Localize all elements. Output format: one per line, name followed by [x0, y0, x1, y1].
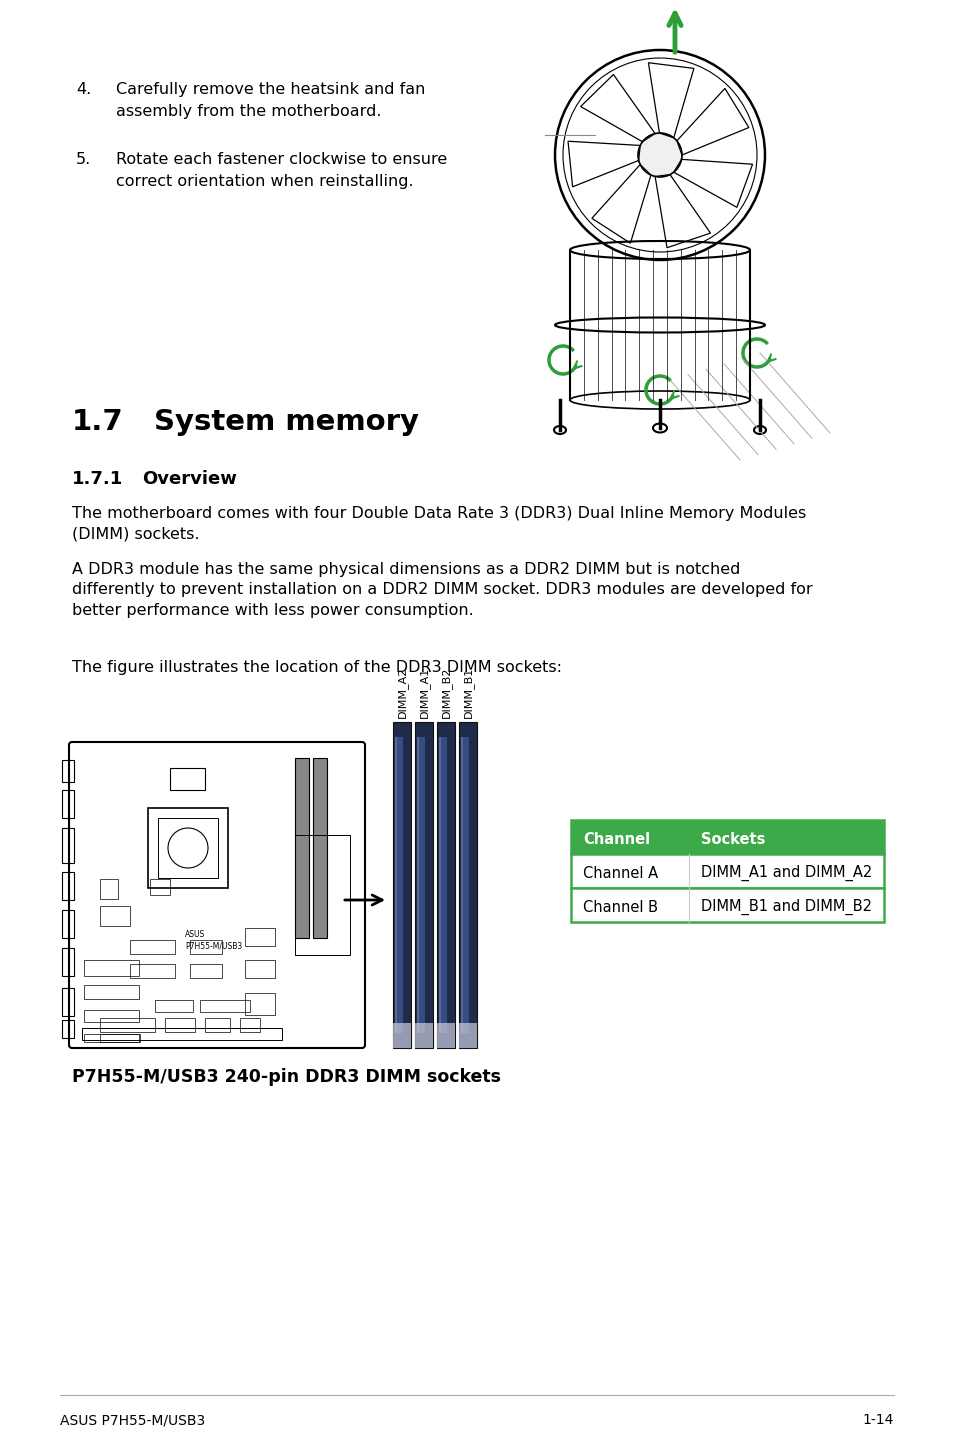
Bar — [240, 1018, 260, 1032]
Bar — [62, 910, 74, 938]
Bar — [84, 985, 139, 999]
Text: 5.: 5. — [76, 152, 91, 167]
Bar — [205, 1018, 230, 1032]
Text: ASUS P7H55-M/USB3: ASUS P7H55-M/USB3 — [60, 1414, 205, 1426]
Bar — [415, 1022, 433, 1048]
Text: 4.: 4. — [76, 82, 91, 96]
Bar — [294, 835, 350, 955]
Bar — [100, 1034, 140, 1043]
Bar — [393, 1022, 411, 1048]
Bar — [462, 738, 469, 1032]
Bar — [84, 1009, 139, 1022]
Bar — [82, 1028, 282, 1040]
Text: DIMM_B1: DIMM_B1 — [462, 667, 473, 718]
Bar — [245, 994, 274, 1015]
Bar — [200, 999, 250, 1012]
Text: DIMM_A2: DIMM_A2 — [396, 667, 407, 718]
Bar — [130, 963, 174, 978]
Bar — [148, 808, 228, 889]
Text: Carefully remove the heatsink and fan
assembly from the motherboard.: Carefully remove the heatsink and fan as… — [116, 82, 425, 118]
Bar — [190, 963, 222, 978]
Bar — [100, 1018, 154, 1032]
Text: Overview: Overview — [142, 470, 236, 487]
Bar — [100, 879, 118, 899]
Bar — [158, 818, 218, 879]
Text: A DDR3 module has the same physical dimensions as a DDR2 DIMM but is notched
dif: A DDR3 module has the same physical dime… — [71, 562, 812, 618]
Bar — [62, 789, 74, 818]
Text: Channel: Channel — [582, 831, 649, 847]
Text: ASUS
P7H55-M/USB3: ASUS P7H55-M/USB3 — [185, 930, 242, 951]
Bar — [245, 928, 274, 946]
Bar — [130, 940, 174, 953]
Bar — [571, 820, 883, 854]
Bar — [460, 738, 462, 1032]
Text: DIMM_A1 and DIMM_A2: DIMM_A1 and DIMM_A2 — [700, 864, 871, 881]
Text: Channel B: Channel B — [582, 900, 658, 915]
Text: Channel A: Channel A — [582, 866, 658, 880]
Bar — [245, 961, 274, 978]
Bar — [170, 768, 205, 789]
Bar — [154, 999, 193, 1012]
Bar — [294, 758, 309, 938]
Text: DIMM_A1: DIMM_A1 — [418, 667, 429, 718]
Bar — [458, 722, 476, 1048]
Bar — [62, 948, 74, 976]
Bar — [190, 940, 222, 953]
Ellipse shape — [554, 426, 565, 434]
Bar — [395, 738, 396, 1032]
Bar — [84, 1034, 139, 1043]
Ellipse shape — [652, 424, 666, 433]
Text: DIMM_B1 and DIMM_B2: DIMM_B1 and DIMM_B2 — [700, 899, 871, 915]
Bar — [100, 906, 130, 926]
Bar — [62, 761, 74, 782]
Bar — [62, 828, 74, 863]
Bar — [571, 854, 883, 889]
Text: 1.7: 1.7 — [71, 408, 124, 436]
Bar — [62, 871, 74, 900]
Bar — [62, 1020, 74, 1038]
Bar — [436, 1022, 455, 1048]
Bar — [438, 738, 440, 1032]
Text: The motherboard comes with four Double Data Rate 3 (DDR3) Dual Inline Memory Mod: The motherboard comes with four Double D… — [71, 506, 805, 541]
Bar — [313, 758, 327, 938]
Text: 1.7.1: 1.7.1 — [71, 470, 123, 487]
Bar — [416, 738, 418, 1032]
Bar — [436, 722, 455, 1048]
Bar — [62, 988, 74, 1017]
Text: P7H55-M/USB3 240-pin DDR3 DIMM sockets: P7H55-M/USB3 240-pin DDR3 DIMM sockets — [71, 1068, 500, 1086]
Text: 1-14: 1-14 — [862, 1414, 893, 1426]
Text: The figure illustrates the location of the DDR3 DIMM sockets:: The figure illustrates the location of t… — [71, 660, 561, 674]
Bar — [84, 961, 139, 976]
Bar — [571, 889, 883, 922]
Bar — [418, 738, 424, 1032]
Bar — [150, 879, 170, 894]
Bar — [415, 722, 433, 1048]
Bar — [458, 1022, 476, 1048]
Ellipse shape — [753, 426, 765, 434]
Bar — [393, 722, 411, 1048]
Text: Sockets: Sockets — [700, 831, 764, 847]
Bar — [440, 738, 447, 1032]
Circle shape — [638, 132, 681, 177]
Text: Rotate each fastener clockwise to ensure
correct orientation when reinstalling.: Rotate each fastener clockwise to ensure… — [116, 152, 447, 188]
Bar — [396, 738, 402, 1032]
Text: System memory: System memory — [153, 408, 418, 436]
Text: DIMM_B2: DIMM_B2 — [440, 667, 451, 718]
Bar — [165, 1018, 194, 1032]
